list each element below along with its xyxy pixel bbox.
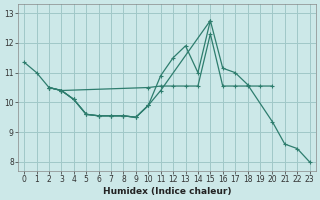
X-axis label: Humidex (Indice chaleur): Humidex (Indice chaleur) <box>103 187 231 196</box>
